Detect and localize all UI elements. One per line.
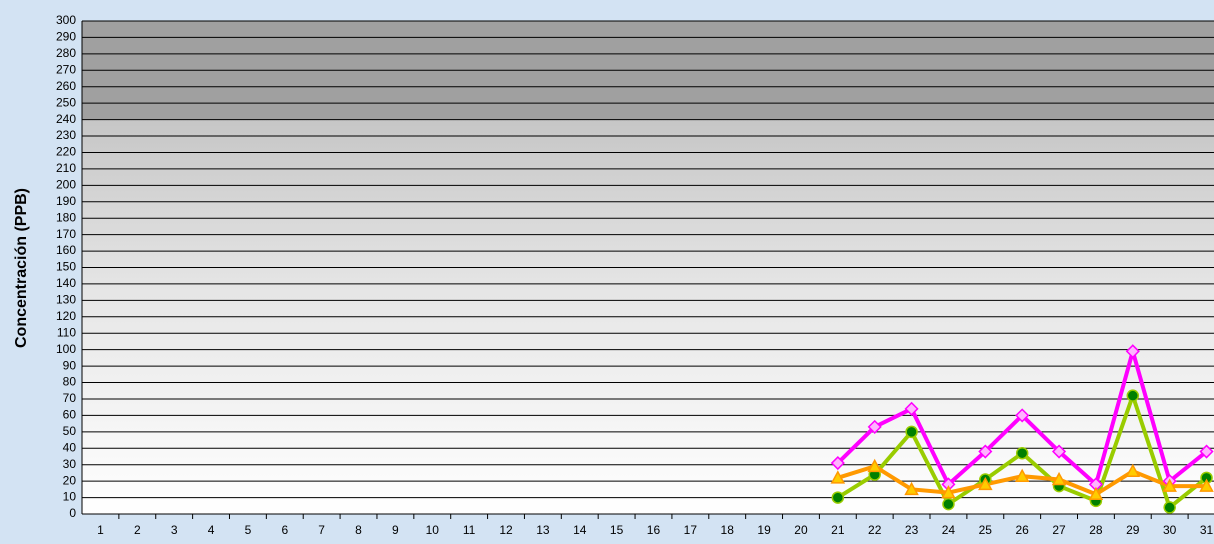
- y-tick-label: 250: [56, 95, 76, 109]
- y-tick-label: 90: [63, 358, 77, 372]
- x-tick-label: 18: [721, 523, 735, 537]
- x-tick-label: 16: [647, 523, 661, 537]
- y-tick-label: 220: [56, 145, 76, 159]
- y-tick-label: 290: [56, 30, 76, 44]
- y-tick-label: 140: [56, 276, 76, 290]
- y-tick-label: 60: [63, 408, 77, 422]
- x-tick-label: 8: [355, 523, 362, 537]
- x-tick-label: 27: [1052, 523, 1066, 537]
- marker: [1126, 389, 1140, 402]
- y-tick-label: 20: [63, 473, 77, 487]
- y-tick-label: 280: [56, 46, 76, 60]
- marker: [1199, 444, 1214, 459]
- marker: [867, 458, 882, 473]
- y-tick-label: 160: [56, 243, 76, 257]
- y-tick-label: 80: [63, 375, 77, 389]
- x-tick-label: 25: [979, 523, 993, 537]
- y-tick-label: 110: [57, 325, 76, 339]
- x-tick-label: 26: [1016, 523, 1030, 537]
- x-tick-label: 29: [1126, 523, 1140, 537]
- marker: [904, 481, 919, 496]
- y-tick-label: 240: [56, 112, 76, 126]
- x-tick-label: 30: [1163, 523, 1177, 537]
- x-tick-label: 22: [868, 523, 882, 537]
- y-axis-label: Concentración (PPB): [13, 188, 30, 348]
- x-tick-label: 15: [610, 523, 624, 537]
- marker: [1015, 446, 1029, 460]
- x-tick-label: 24: [942, 523, 956, 537]
- y-tick-label: 10: [63, 490, 77, 504]
- marker: [831, 491, 845, 504]
- x-tick-label: 7: [318, 523, 325, 537]
- x-tick-label: 1: [97, 523, 104, 537]
- y-tick-label: 170: [56, 227, 76, 241]
- y-tick-label: 270: [56, 62, 76, 76]
- x-tick-label: 14: [573, 523, 587, 537]
- marker: [830, 455, 845, 471]
- marker: [942, 497, 955, 511]
- y-tick-label: 200: [56, 178, 76, 192]
- marker: [1088, 486, 1104, 501]
- x-tick-label: 10: [426, 523, 440, 537]
- y-tick-label: 100: [56, 342, 76, 356]
- y-tick-label: 230: [56, 128, 76, 142]
- y-tick-label: 70: [63, 391, 77, 405]
- marker: [905, 425, 918, 439]
- marker: [867, 419, 882, 434]
- x-tick-label: 4: [208, 523, 215, 537]
- y-tick-label: 40: [63, 440, 77, 454]
- marker: [1015, 408, 1030, 423]
- y-tick-label: 190: [56, 194, 76, 208]
- y-tick-label: 210: [56, 161, 76, 175]
- y-tick-label: 30: [63, 457, 77, 471]
- marker: [1199, 478, 1214, 492]
- y-tick-label: 180: [56, 210, 76, 224]
- x-tick-label: 13: [536, 523, 550, 537]
- x-tick-label: 28: [1089, 523, 1103, 537]
- x-tick-label: 6: [281, 523, 288, 537]
- y-tick-label: 0: [69, 506, 76, 520]
- y-tick-label: 150: [56, 260, 76, 274]
- marker: [978, 444, 993, 459]
- marker: [904, 401, 919, 416]
- x-tick-label: 3: [171, 523, 178, 537]
- x-tick-label: 9: [392, 523, 399, 537]
- x-tick-label: 21: [831, 523, 845, 537]
- marker: [830, 470, 846, 484]
- marker: [1051, 444, 1067, 459]
- y-tick-label: 120: [56, 309, 76, 323]
- x-tick-label: 11: [463, 523, 476, 537]
- marker: [1163, 501, 1176, 514]
- y-tick-label: 130: [56, 293, 76, 307]
- x-tick-label: 23: [905, 523, 919, 537]
- y-tick-label: 50: [63, 424, 77, 438]
- marker: [1162, 478, 1177, 492]
- y-tick-label: 300: [56, 13, 76, 27]
- x-tick-label: 20: [794, 523, 808, 537]
- y-tick-label: 260: [56, 79, 76, 93]
- marker: [1125, 344, 1140, 359]
- marker: [1014, 468, 1030, 482]
- x-tick-label: 19: [757, 523, 771, 537]
- marker: [941, 485, 956, 499]
- marker: [1051, 471, 1067, 486]
- x-tick-label: 31: [1200, 523, 1214, 537]
- x-tick-label: 12: [499, 523, 513, 537]
- x-tick-label: 5: [245, 523, 252, 537]
- marker: [1125, 463, 1141, 478]
- x-tick-label: 2: [134, 523, 141, 537]
- x-tick-label: 17: [684, 523, 698, 537]
- marker: [978, 476, 993, 491]
